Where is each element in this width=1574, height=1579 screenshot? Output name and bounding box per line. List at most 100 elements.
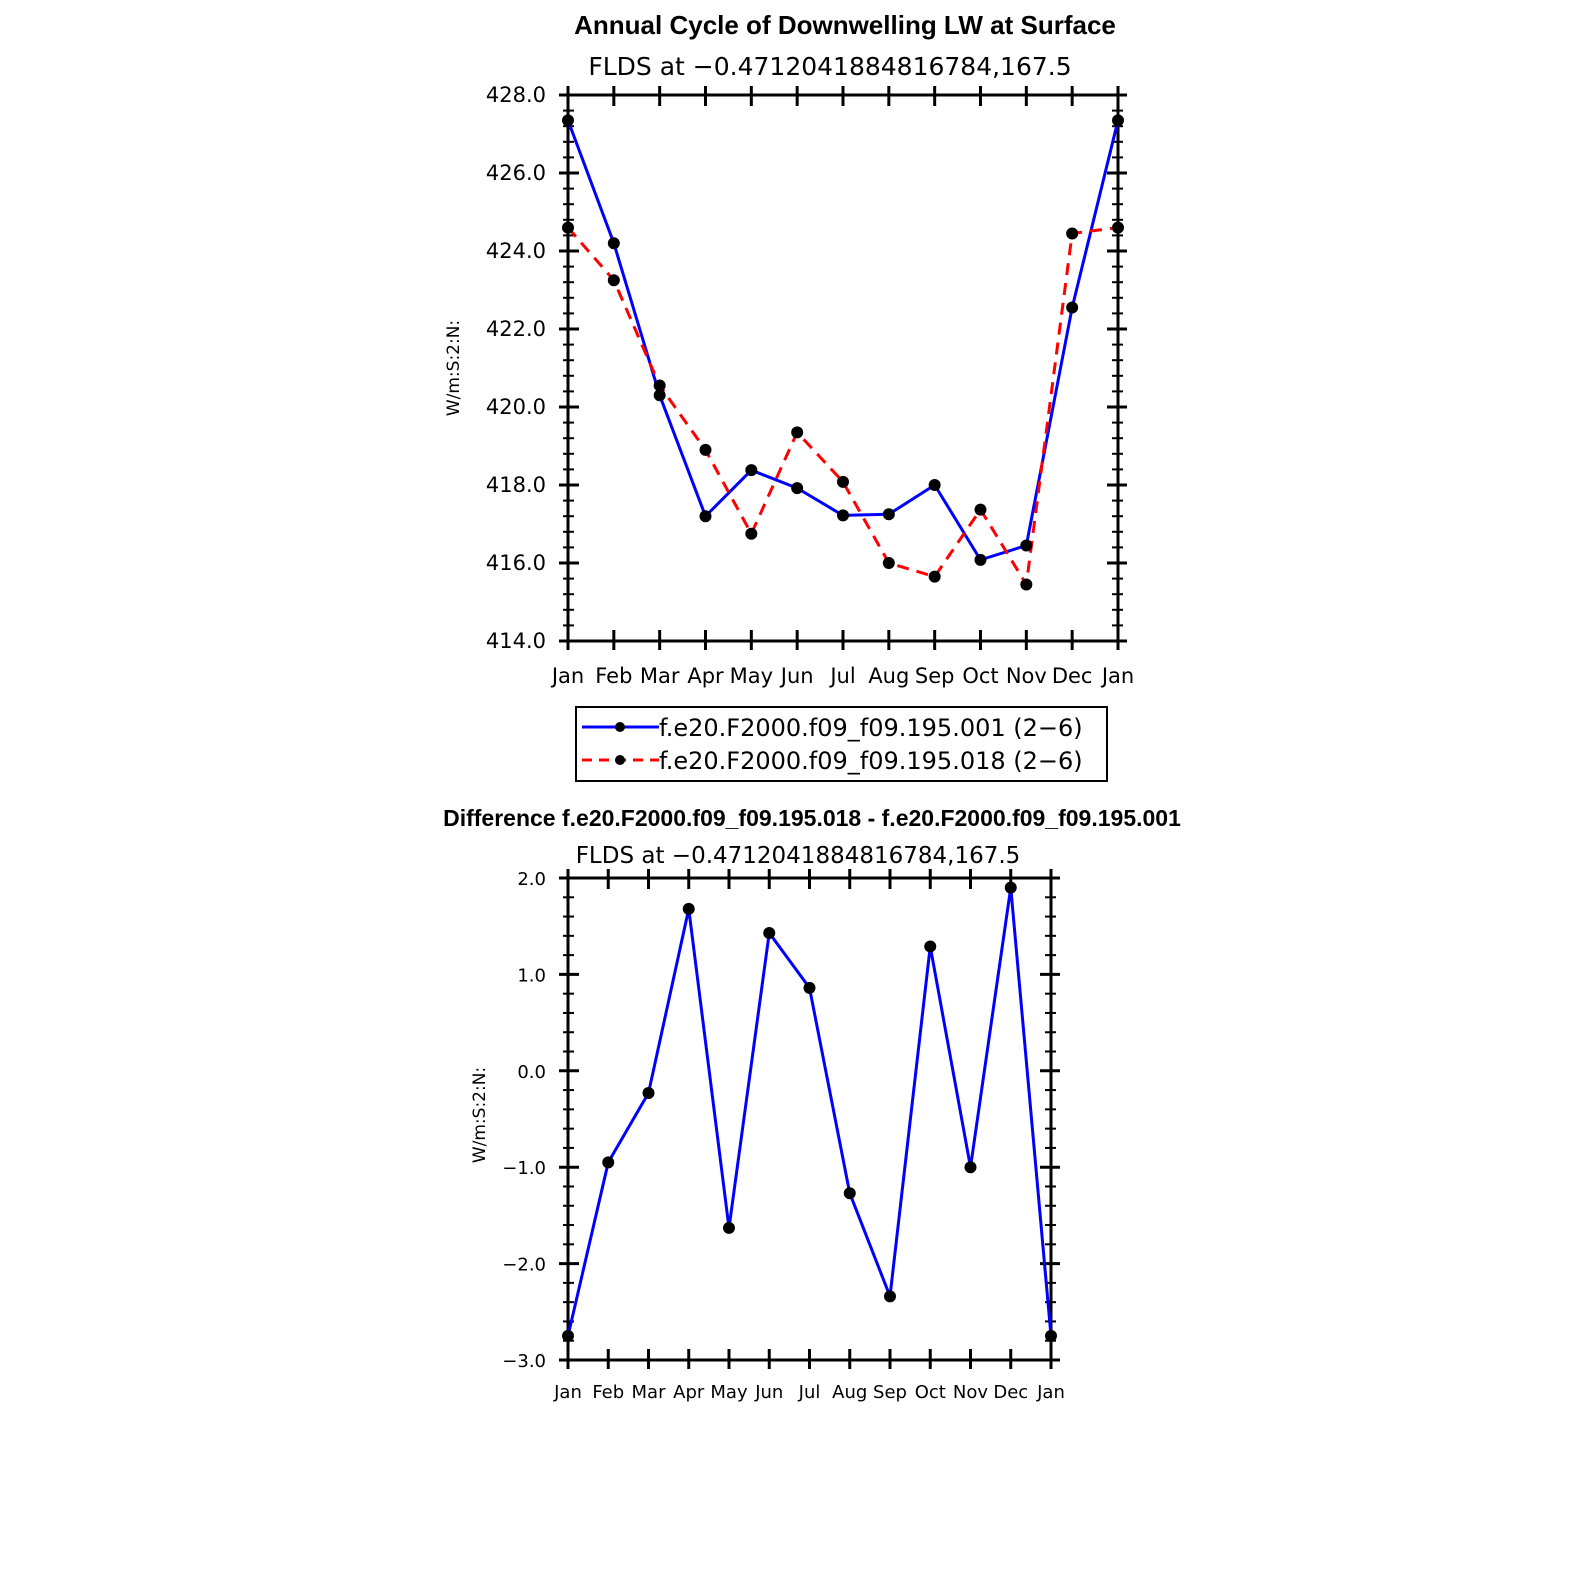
legend-label-series-1: f.e20.F2000.f09_f09.195.001 (2−6) — [659, 714, 1083, 742]
bottom-chart-x-tick-label: Nov — [953, 1382, 988, 1403]
bottom-chart-series-1-point — [843, 1187, 856, 1200]
top-chart-subtitle: FLDS at −0.4712041884816784,167.5 — [588, 52, 1071, 81]
bottom-chart-y-tick-label: −2.0 — [502, 1255, 546, 1276]
legend-marker-series-2 — [615, 755, 625, 765]
legend-label-series-2: f.e20.F2000.f09_f09.195.018 (2−6) — [659, 747, 1083, 775]
top-chart-y-tick-label: 428.0 — [486, 83, 546, 107]
bottom-chart-series-1-point — [803, 981, 816, 994]
top-chart-series-2-point — [607, 274, 620, 287]
top-chart-series-2-point — [1112, 221, 1124, 234]
top-chart-series-1-point — [745, 464, 758, 477]
bottom-chart-x-tick-label: Dec — [993, 1382, 1028, 1403]
bottom-chart-series-1-point — [964, 1161, 977, 1174]
top-chart-series-2-point — [837, 475, 849, 488]
bottom-chart-y-tick-label: 1.0 — [517, 965, 546, 986]
bottom-chart-series-1-point — [1045, 1329, 1057, 1342]
bottom-chart-series-1-point — [884, 1290, 896, 1303]
bottom-chart-series-1-point — [642, 1086, 655, 1099]
bottom-chart-series-1-point — [562, 1329, 574, 1342]
top-chart-title: Annual Cycle of Downwelling LW at Surfac… — [574, 10, 1116, 40]
top-chart-series-1-point — [928, 479, 941, 491]
top-chart-legend: f.e20.F2000.f09_f09.195.001 (2−6) f.e20.… — [575, 706, 1108, 782]
top-chart-x-tick-label: Mar — [640, 664, 680, 688]
bottom-chart-x-tick-label: Jul — [798, 1382, 821, 1403]
bottom-chart-y-tick-label: −3.0 — [502, 1351, 546, 1372]
top-chart-series-1-point — [1020, 539, 1033, 552]
bottom-chart-series-1-point — [763, 926, 776, 939]
bottom-chart-x-tick-label: Mar — [632, 1382, 667, 1403]
bottom-chart-x-tick-label: Jun — [754, 1382, 783, 1403]
top-chart-x-tick-label: Nov — [1006, 664, 1047, 688]
top-chart-series-2-point — [562, 221, 574, 234]
top-chart-y-tick-label: 418.0 — [486, 473, 546, 497]
top-chart-series-2-point — [745, 527, 758, 540]
bottom-chart-x-tick-label: May — [710, 1382, 748, 1403]
top-chart-x-tick-label: Apr — [687, 664, 724, 688]
bottom-chart-y-tick-label: 2.0 — [517, 869, 546, 890]
top-chart-series-1-line — [566, 119, 1120, 562]
bottom-chart-series-1-point — [1004, 881, 1017, 894]
top-chart-x-tick-label: May — [730, 664, 773, 688]
bottom-chart-series-1-line — [566, 886, 1053, 1337]
legend-marker-series-1 — [615, 722, 625, 732]
bottom-chart-x-tick-label: Jan — [553, 1382, 582, 1403]
top-chart-series-2-point — [882, 557, 895, 569]
top-chart-x-tick-labels: Jan Feb Mar Apr May Jun Jul Aug Sep Oct Nov Dec Jan — [550, 664, 1134, 688]
bottom-chart-series — [562, 881, 1057, 1342]
top-chart-y-tick-label: 422.0 — [486, 317, 546, 341]
top-chart-x-tick-label: Sep — [915, 664, 955, 688]
top-chart: Annual Cycle of Downwelling LW at Surfac… — [444, 10, 1134, 782]
top-chart-y-tick-label: 416.0 — [486, 551, 546, 575]
top-chart-ticks — [559, 86, 1127, 650]
bottom-chart-x-tick-label: Aug — [832, 1382, 867, 1403]
bottom-chart-x-tick-label: Oct — [915, 1382, 946, 1403]
top-chart-x-tick-label: Feb — [595, 664, 632, 688]
bottom-chart-series-1-point — [682, 902, 695, 915]
top-chart-series-2-point — [1066, 227, 1079, 240]
top-chart-series-1-point — [882, 508, 895, 521]
legend-box — [575, 706, 1108, 782]
bottom-chart-y-tick-label: −1.0 — [502, 1158, 546, 1179]
top-chart-series-1-point — [974, 553, 987, 566]
top-chart-x-tick-label: Jun — [779, 664, 814, 688]
bottom-chart-y-tick-labels: −3.0 −2.0 −1.0 0.0 1.0 2.0 — [502, 869, 546, 1372]
top-chart-series-2-point — [974, 503, 987, 516]
top-chart-x-tick-label: Jan — [1100, 664, 1134, 688]
bottom-chart-subtitle: FLDS at −0.4712041884816784,167.5 — [576, 843, 1021, 869]
top-chart-series-2-line — [566, 226, 1119, 586]
top-chart-series-2-point — [1020, 578, 1033, 591]
bottom-chart-x-tick-label: Feb — [592, 1382, 624, 1403]
bottom-chart-x-tick-label: Sep — [873, 1382, 907, 1403]
top-chart-x-tick-label: Oct — [962, 664, 998, 688]
top-chart-series-2-point — [791, 426, 804, 439]
top-chart-y-tick-labels: 414.0 416.0 418.0 420.0 422.0 424.0 426.0 428.0 — [486, 83, 546, 653]
top-chart-series-2-point — [653, 379, 666, 392]
top-chart-x-tick-label: Aug — [868, 664, 909, 688]
bottom-chart-series-1-point — [723, 1221, 735, 1234]
bottom-chart-series-1-point — [924, 940, 937, 953]
top-chart-series-1-point — [562, 114, 574, 127]
bottom-chart-y-axis-label: W/m:S:2:N: — [470, 1067, 490, 1163]
top-chart-series-1-point — [607, 237, 620, 250]
top-chart-series-1-point — [791, 482, 804, 495]
bottom-chart-x-tick-labels: Jan Feb Mar Apr May Jun Jul Aug Sep Oct Nov Dec Jan — [553, 1382, 1065, 1403]
top-chart-y-tick-label: 414.0 — [486, 629, 546, 653]
bottom-chart: Difference f.e20.F2000.f09_f09.195.018 -… — [443, 805, 1181, 1403]
top-chart-x-tick-label: Dec — [1052, 664, 1093, 688]
top-chart-y-tick-label: 424.0 — [486, 239, 546, 263]
top-chart-series — [562, 114, 1124, 591]
bottom-chart-title: Difference f.e20.F2000.f09_f09.195.018 -… — [443, 805, 1181, 831]
top-chart-y-tick-label: 426.0 — [486, 161, 546, 185]
bottom-chart-x-tick-label: Jan — [1036, 1382, 1065, 1403]
top-chart-series-1-point — [837, 509, 849, 522]
top-chart-series-1-point — [1066, 301, 1079, 314]
top-chart-series-1-point — [653, 389, 666, 402]
top-chart-series-1-point — [1112, 114, 1124, 127]
top-chart-x-tick-label: Jan — [550, 664, 584, 688]
top-chart-series-2-point — [928, 570, 941, 583]
bottom-chart-x-tick-label: Apr — [673, 1382, 705, 1403]
bottom-chart-series-1-point — [602, 1156, 615, 1169]
top-chart-y-axis-label: W/m:S:2:N: — [444, 320, 464, 416]
